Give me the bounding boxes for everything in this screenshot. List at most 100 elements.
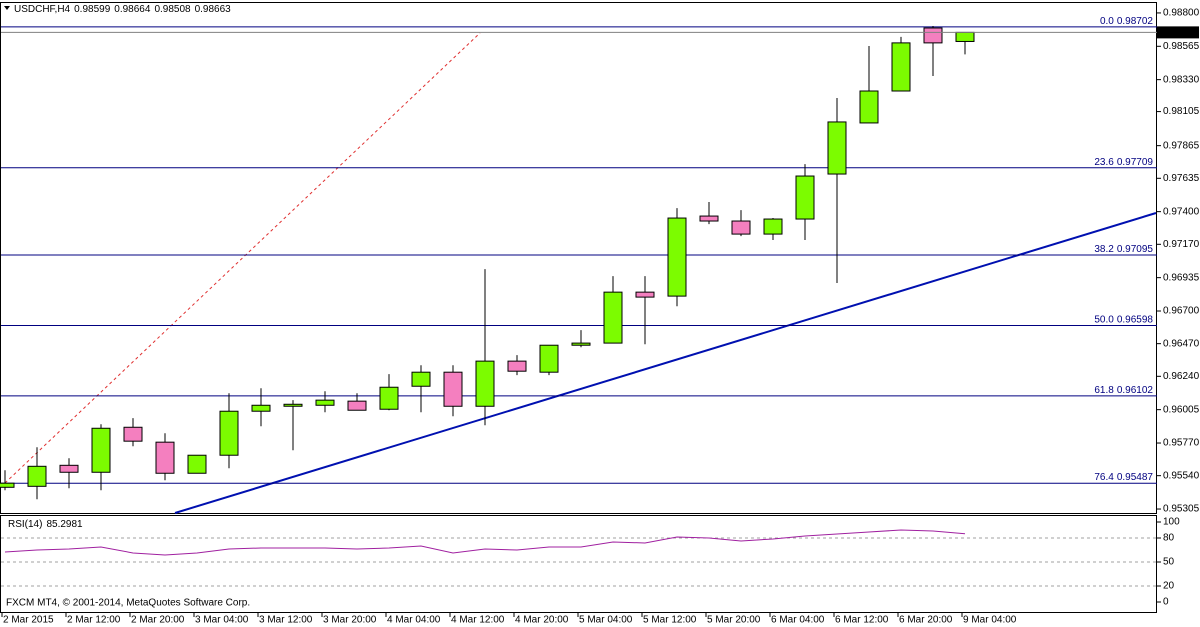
rsi-frame [0,515,1157,613]
indicator-title: RSI(14) [8,519,42,530]
candle-body [59,464,79,473]
y-tick-label: 50 [1163,557,1175,568]
candle-body [283,403,303,407]
y-tick-label: 0.95305 [1163,504,1200,515]
fib-label: 50.0 0.96598 [1094,314,1153,325]
candle-body [219,410,239,456]
rsi-line [4,529,966,556]
candle-body [635,291,655,298]
y-tick-label: 0.96005 [1163,404,1200,415]
candle-body [955,31,975,42]
x-tick-label: 9 Mar 04:00 [963,615,1017,626]
y-tick-label: 0.95770 [1163,438,1200,449]
symbol-title: USDCHF,H4 [14,4,71,15]
y-tick-label: 0.97635 [1163,173,1200,184]
fib-ratio: 23.6 [1094,156,1114,167]
fib-ratio: 61.8 [1094,385,1114,396]
candle-body [91,427,111,473]
y-tick-label: 0.95540 [1163,470,1200,481]
x-tick-label: 3 Mar 20:00 [323,615,377,626]
candle-body [571,342,591,346]
candle-body [27,465,47,487]
bid-box [1157,26,1199,39]
x-tick-label: 2 Mar 12:00 [67,615,121,626]
y-tick-label: 100 [1163,517,1180,528]
candle-body [603,291,623,344]
header-close: 0.98663 [195,4,232,15]
y-tick-label: 0.96240 [1163,371,1200,382]
fib-label: 38.2 0.97095 [1094,244,1153,255]
fib-price: 0.95487 [1117,472,1154,483]
y-tick-label: 0.96470 [1163,338,1200,349]
y-tick-label: 0.98565 [1163,41,1200,52]
x-tick-label: 6 Mar 20:00 [899,615,953,626]
fib-label: 0.0 0.98702 [1100,15,1153,26]
header-open: 0.98599 [74,4,111,15]
y-tick-label: 0.97865 [1163,140,1200,151]
header-low: 0.98508 [154,4,191,15]
candle-body [315,399,335,406]
x-tick-label: 2 Mar 2015 [3,615,54,626]
x-tick-label: 3 Mar 12:00 [259,615,313,626]
fib-label: 61.8 0.96102 [1094,385,1153,396]
y-tick-label: 0.98800 [1163,8,1200,19]
fib-price: 0.97709 [1117,156,1154,167]
y-tick-label: 0.96700 [1163,306,1200,317]
fib-label: 23.6 0.97709 [1094,156,1153,167]
y-tick-label: 0.98330 [1163,74,1200,85]
bid-label: 0.98663 [1161,27,1198,38]
fib-ratio: 38.2 [1094,244,1114,255]
x-tick-label: 2 Mar 20:00 [131,615,185,626]
header-high: 0.98664 [114,4,151,15]
candle-body [699,215,719,222]
y-tick-label: 0.97400 [1163,206,1200,217]
x-tick-label: 4 Mar 12:00 [451,615,505,626]
candle-body [667,217,687,297]
menu-triangle[interactable] [4,6,10,10]
fib-ratio: 76.4 [1094,472,1114,483]
candle-body [923,27,943,44]
candle-body [379,386,399,410]
candle-body [123,426,143,442]
candle-body [251,404,271,412]
trend-line [174,212,1157,514]
candle-body [443,371,463,407]
candle-body [411,371,431,387]
y-tick-label: 20 [1163,581,1175,592]
candle-body [187,454,207,474]
candle-body [891,42,911,92]
indicator-header: RSI(14) 85.2981 [8,519,83,530]
fib-price: 0.96102 [1117,385,1154,396]
y-tick-label: 0 [1163,597,1169,608]
x-tick-label: 5 Mar 04:00 [579,615,633,626]
x-tick-label: 6 Mar 04:00 [771,615,825,626]
fib-trend-line [4,32,481,484]
candle-body [731,220,751,235]
x-tick-label: 4 Mar 04:00 [387,615,441,626]
chart-header: USDCHF,H4 0.98599 0.98664 0.98508 0.98663 [14,4,231,15]
candle-body [347,400,367,411]
candle-body [0,482,15,488]
fib-label: 76.4 0.95487 [1094,472,1153,483]
candle-body [827,121,847,175]
candle-body [507,360,527,372]
indicator-value: 85.2981 [46,519,83,530]
candle-body [539,344,559,373]
footer-note: FXCM MT4, © 2001-2014, MetaQuotes Softwa… [6,598,250,609]
x-tick-label: 5 Mar 20:00 [707,615,761,626]
y-tick-label: 0.96935 [1163,272,1200,283]
y-tick-label: 0.98105 [1163,106,1200,117]
candle-body [763,218,783,235]
candle-body [475,360,495,407]
fib-price: 0.98702 [1117,15,1154,26]
candle-body [795,175,815,220]
main-frame [0,2,1157,514]
x-tick-label: 6 Mar 12:00 [835,615,889,626]
x-tick-label: 3 Mar 04:00 [195,615,249,626]
fib-price: 0.96598 [1117,314,1154,325]
x-tick-label: 4 Mar 20:00 [515,615,569,626]
fib-price: 0.97095 [1117,244,1154,255]
x-tick-label: 5 Mar 12:00 [643,615,697,626]
y-tick-label: 0.97170 [1163,239,1200,250]
